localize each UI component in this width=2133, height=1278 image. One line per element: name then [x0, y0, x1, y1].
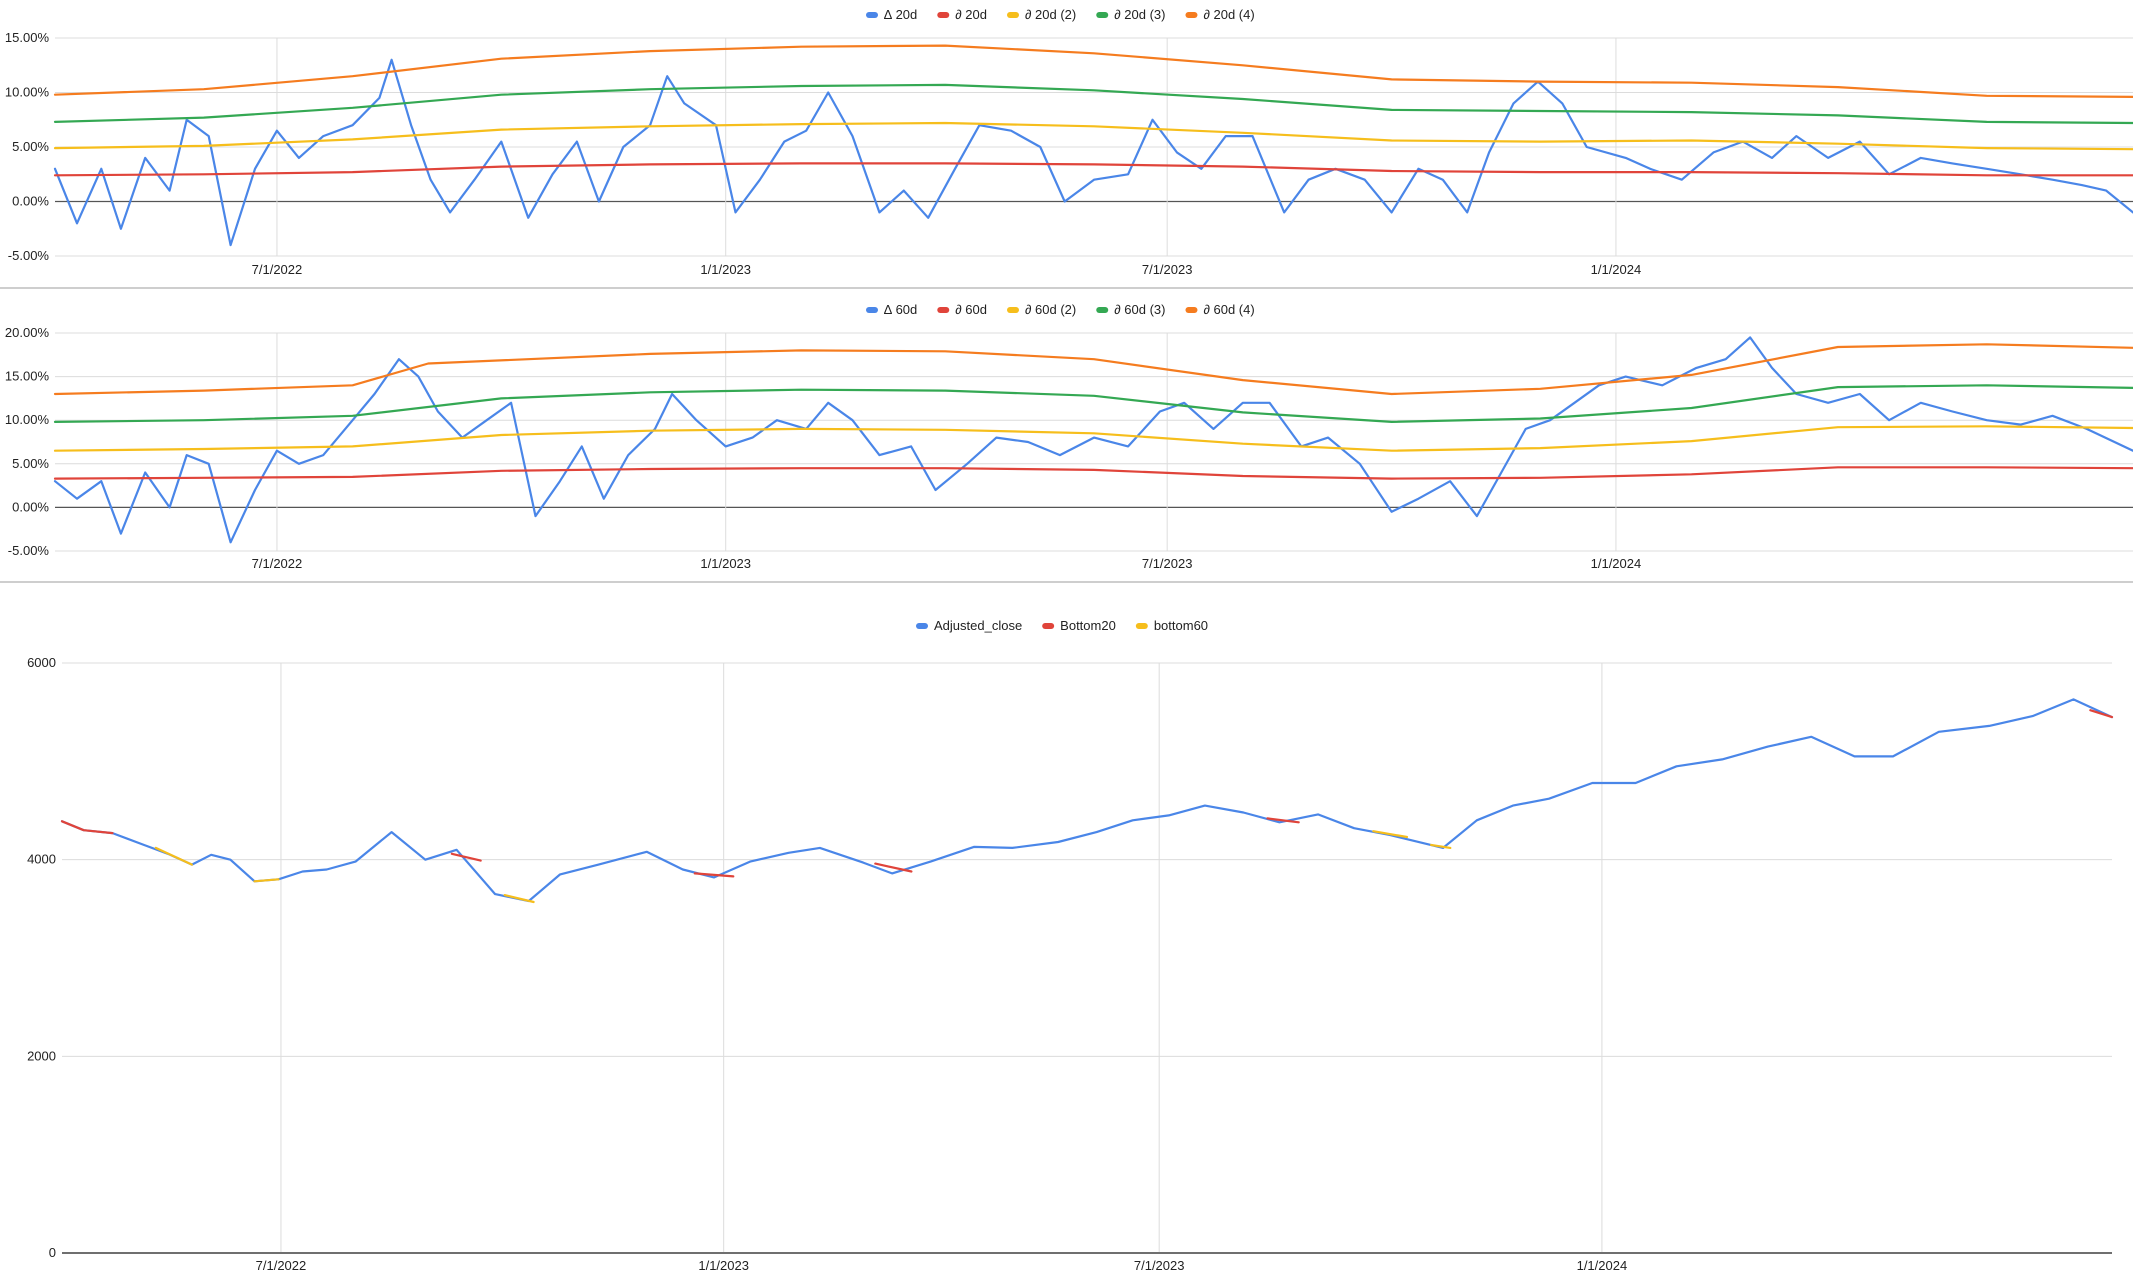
legend-label: ∆ 20d — [884, 7, 917, 22]
series-line-0 — [53, 58, 2133, 247]
legend-label: ∂ 20d (2) — [1025, 7, 1076, 22]
y-tick-label: 15.00% — [5, 369, 50, 384]
legend-item[interactable]: ∆ 60d — [866, 302, 917, 317]
series-line-2 — [253, 878, 280, 883]
x-tick-label: 7/1/2022 — [252, 556, 303, 571]
legend-item[interactable]: ∂ 60d (4) — [1185, 302, 1255, 317]
legend-label: Adjusted_close — [934, 618, 1022, 633]
legend-label: ∂ 60d (2) — [1025, 302, 1076, 317]
legend-swatch — [937, 307, 950, 313]
legend-item[interactable]: ∂ 60d (3) — [1096, 302, 1165, 317]
y-tick-label: -5.00% — [8, 248, 50, 263]
series-line-1 — [450, 852, 482, 862]
series-line-2 — [503, 894, 535, 904]
y-tick-label: 0.00% — [12, 499, 49, 514]
y-tick-label: 0.00% — [12, 194, 49, 209]
x-tick-label: 7/1/2023 — [1142, 556, 1193, 571]
legend-swatch — [1185, 12, 1198, 18]
legend-swatch — [937, 12, 950, 18]
legend-item[interactable]: ∂ 20d (3) — [1096, 7, 1165, 22]
legend-label: ∂ 60d — [955, 302, 987, 317]
x-tick-label: 7/1/2022 — [252, 262, 303, 277]
legend-swatch — [1096, 307, 1109, 313]
legend-swatch — [916, 623, 928, 629]
x-tick-label: 1/1/2023 — [700, 262, 751, 277]
x-tick-label: 7/1/2023 — [1134, 1258, 1185, 1273]
x-tick-label: 7/1/2023 — [1142, 262, 1193, 277]
series-line-0 — [53, 336, 2133, 544]
x-tick-label: 1/1/2024 — [1591, 262, 1642, 277]
legend-item[interactable]: ∂ 20d — [937, 7, 987, 22]
legend-item[interactable]: Bottom20 — [1042, 618, 1116, 633]
legend-label: ∂ 20d (4) — [1203, 7, 1254, 22]
series-line-1 — [53, 466, 2133, 480]
series-line-3 — [53, 384, 2133, 423]
series-line-2 — [154, 846, 193, 866]
series-line-1 — [53, 162, 2133, 177]
series-line-2 — [1372, 830, 1409, 839]
series-line-1 — [2089, 709, 2114, 719]
legend-swatch — [1007, 12, 1019, 18]
legend-swatch — [1135, 623, 1148, 629]
series-line-3 — [53, 83, 2133, 125]
legend-item[interactable]: ∆ 20d — [866, 7, 917, 22]
series-line-1 — [874, 862, 913, 873]
x-tick-label: 7/1/2022 — [256, 1258, 307, 1273]
y-tick-label: -5.00% — [8, 543, 50, 558]
legend-label: ∆ 60d — [884, 302, 917, 317]
series-line-4 — [53, 343, 2133, 396]
chart-adjusted-close: 0 2000 4000 6000 7/1/2022 1/1/2023 7/1/2023 1/1… — [27, 618, 2114, 1273]
chart-20d-deviation: -5.00% 0.00% 5.00% 10.00% 15.00% 7/1/2022 1/1/… — [5, 7, 2133, 277]
legend-item[interactable]: ∂ 20d (2) — [1007, 7, 1076, 22]
legend-swatch — [1096, 12, 1109, 18]
y-tick-label: 20.00% — [5, 325, 50, 340]
series-line-2 — [1430, 843, 1452, 849]
legend-item[interactable]: ∂ 60d (2) — [1007, 302, 1076, 317]
series-line-0 — [60, 698, 2114, 903]
legend-label: ∂ 20d — [955, 7, 987, 22]
y-tick-label: 15.00% — [5, 30, 50, 45]
series-line-4 — [53, 44, 2133, 98]
x-tick-label: 1/1/2024 — [1591, 556, 1642, 571]
series-line-2 — [53, 121, 2133, 151]
y-tick-label: 4000 — [27, 852, 56, 867]
y-tick-label: 5.00% — [12, 456, 49, 471]
legend-item[interactable]: ∂ 60d — [937, 302, 987, 317]
chart-60d-deviation: -5.00% 0.00% 5.00% 10.00% 15.00% 20.00% 7/1/20… — [5, 302, 2133, 571]
legend-label: ∂ 20d (3) — [1114, 7, 1165, 22]
y-tick-label: 6000 — [27, 655, 56, 670]
series-line-1 — [693, 872, 735, 878]
legend-item[interactable]: bottom60 — [1135, 618, 1208, 633]
series-line-1 — [1266, 817, 1300, 824]
legend-label: bottom60 — [1154, 618, 1208, 633]
y-tick-label: 5.00% — [12, 139, 49, 154]
legend-swatch — [866, 307, 878, 313]
legend-swatch — [866, 12, 878, 18]
series-line-1 — [60, 820, 114, 835]
y-tick-label: 10.00% — [5, 412, 50, 427]
x-tick-label: 1/1/2023 — [700, 556, 751, 571]
x-tick-label: 1/1/2023 — [698, 1258, 749, 1273]
legend-label: ∂ 60d (4) — [1203, 302, 1254, 317]
legend-item[interactable]: Adjusted_close — [916, 618, 1022, 633]
legend-label: Bottom20 — [1060, 618, 1116, 633]
legend-label: ∂ 60d (3) — [1114, 302, 1165, 317]
legend-item[interactable]: ∂ 20d (4) — [1185, 7, 1255, 22]
x-tick-label: 1/1/2024 — [1577, 1258, 1628, 1273]
legend-swatch — [1185, 307, 1198, 313]
legend-swatch — [1007, 307, 1019, 313]
legend-swatch — [1042, 623, 1055, 629]
series-line-2 — [53, 425, 2133, 452]
y-tick-label: 0 — [49, 1245, 56, 1260]
y-tick-label: 2000 — [27, 1048, 56, 1063]
y-tick-label: 10.00% — [5, 85, 50, 100]
